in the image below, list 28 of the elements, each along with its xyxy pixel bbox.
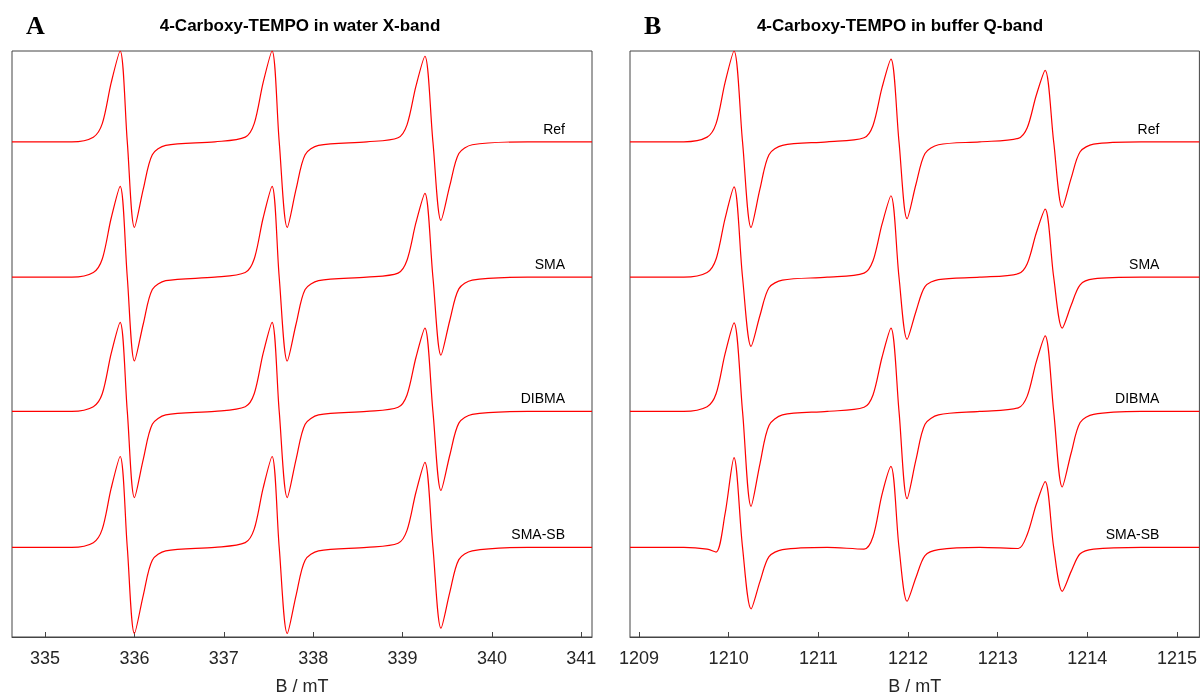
series-label: SMA-SB <box>1105 526 1160 543</box>
x-tick-label: 335 <box>30 648 61 668</box>
x-tick-label: 340 <box>476 648 507 668</box>
x-tick-label: 1212 <box>887 648 928 668</box>
x-tick-label: 339 <box>387 648 418 668</box>
x-tick-label: 341 <box>566 648 597 668</box>
x-tick-label: 1214 <box>1067 648 1108 668</box>
x-tick-label: 1209 <box>618 648 659 668</box>
text: A <box>26 10 45 40</box>
series-label: Ref <box>1137 120 1160 137</box>
x-tick-label: 1210 <box>708 648 749 668</box>
series-label: SMA <box>534 256 566 273</box>
series-label: SMA-SB <box>511 526 565 543</box>
series-label: Ref <box>543 120 566 137</box>
x-tick-label: 1215 <box>1156 648 1197 668</box>
x-tick-label: 1211 <box>798 648 838 668</box>
x-tick-label: 336 <box>119 648 150 668</box>
chart-title: 4-Carboxy-TEMPO in water X-band <box>159 16 441 35</box>
chart-title: 4-Carboxy-TEMPO in buffer Q-band <box>756 16 1044 35</box>
series-label: SMA <box>1129 256 1161 273</box>
series-label: DIBMA <box>520 390 566 407</box>
x-axis-title: B / mT <box>275 676 329 696</box>
x-tick-label: 338 <box>298 648 329 668</box>
text: B <box>644 10 662 40</box>
x-axis-title: B / mT <box>888 676 942 696</box>
x-tick-label: 337 <box>208 648 239 668</box>
x-tick-label: 1213 <box>977 648 1018 668</box>
series-label: DIBMA <box>1115 390 1161 407</box>
